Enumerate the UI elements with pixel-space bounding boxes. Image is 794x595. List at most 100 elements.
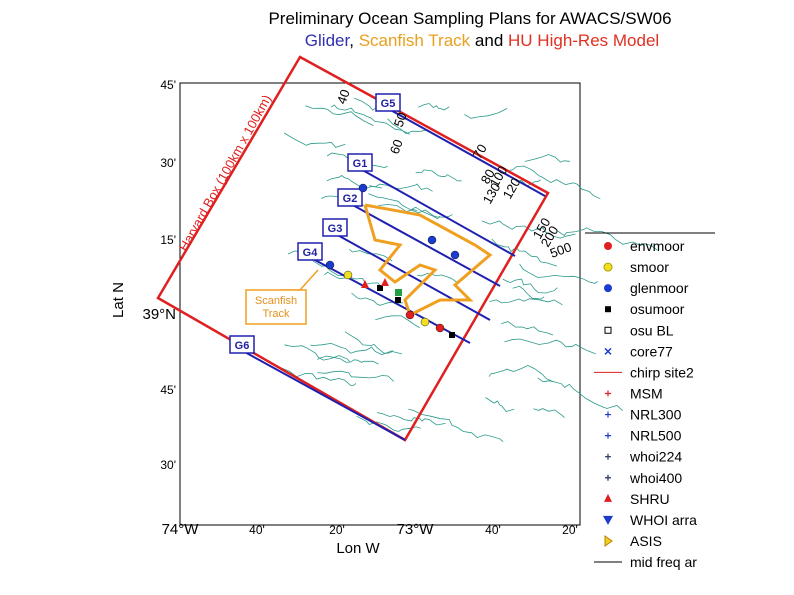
y-tick-label: 15' [160, 233, 176, 247]
overlay: Harvard Box (100km x 100km) G5 G1 G2 G3 G4 G6 S… [156, 55, 697, 570]
legend-symbol [603, 515, 613, 525]
contour [368, 183, 433, 192]
contour-label: 70 [470, 141, 490, 161]
subtitle-glider: Glider [305, 31, 351, 50]
x-tick-label: 40' [249, 523, 265, 537]
glider-label-box [297, 242, 323, 261]
contour [519, 263, 598, 284]
contour [417, 273, 457, 283]
contour [317, 355, 379, 365]
glider-label: G1 [353, 158, 368, 170]
scanfish-label: Scanfish [255, 295, 297, 307]
contour [509, 165, 601, 200]
glider-label: G6 [235, 340, 250, 352]
contour [502, 278, 558, 294]
glider-track [231, 344, 406, 441]
contour [344, 331, 402, 355]
contour [488, 364, 554, 383]
station [381, 278, 389, 286]
bathymetry-contours [280, 97, 658, 442]
station [405, 310, 415, 320]
legend-label: osumoor [630, 301, 685, 317]
scanfish-label-box [245, 289, 307, 325]
contour [377, 412, 446, 426]
legend-label: WHOI arra [630, 512, 697, 528]
contour [387, 118, 428, 135]
x-tick-label: 73°W [397, 521, 435, 538]
contour [537, 377, 623, 411]
legend-label: ASIS [630, 533, 662, 549]
contour-label: 50 [391, 110, 410, 129]
x-tick-label: 40' [485, 523, 501, 537]
station [361, 280, 369, 288]
legend-label: core77 [630, 343, 673, 359]
contour [310, 342, 393, 356]
station [435, 323, 445, 333]
legend-label: SHRU [630, 491, 670, 507]
contour [491, 238, 558, 267]
legend-symbol [605, 432, 611, 439]
glider-label-box [322, 218, 348, 237]
contour [283, 132, 346, 148]
legend-symbol [604, 347, 612, 355]
contour [378, 204, 418, 213]
glider-label-box [375, 93, 401, 112]
contour [512, 285, 545, 300]
contour [349, 249, 393, 262]
subtitle-scanfish: Scanfish Track [359, 31, 471, 50]
legend-symbol [604, 242, 612, 250]
contour [481, 220, 576, 239]
legend-symbol [605, 411, 611, 418]
x-tick-label: 20' [562, 523, 578, 537]
contour [504, 338, 596, 355]
subtitle: Glider, Scanfish Track and HU High-Res M… [305, 31, 659, 50]
contour [524, 154, 570, 163]
glider-label-box [347, 153, 373, 172]
station [449, 332, 455, 338]
x-tick-label: 74°W [162, 521, 200, 538]
x-axis-label: Lon W [336, 540, 380, 557]
legend-label: osu BL [630, 322, 674, 338]
glider-label-box [229, 335, 255, 354]
plot-frame [179, 82, 581, 526]
legend-label: glenmoor [630, 280, 689, 296]
contour-label: 80 [478, 166, 498, 186]
legend-label: chirp site2 [630, 364, 694, 380]
contour [418, 103, 450, 111]
harvard-box [156, 55, 550, 442]
station [343, 270, 353, 280]
legend-label: NRL500 [630, 428, 682, 444]
contour [284, 344, 350, 362]
station [325, 260, 335, 270]
contour [489, 298, 563, 306]
legend-symbol [605, 453, 611, 460]
y-axis-label: Lat N [110, 282, 127, 318]
station [450, 250, 460, 260]
legend-label: smoor [630, 259, 669, 275]
subtitle-sep: and [475, 31, 503, 50]
contour-label: 500 [548, 239, 574, 261]
scanfish-pointer [280, 269, 319, 291]
scanfish-track [363, 203, 493, 318]
contour [501, 321, 554, 336]
y-tick-label: 30' [160, 458, 176, 472]
title: Preliminary Ocean Sampling Plans for AWA… [268, 9, 671, 28]
legend-label: NRL300 [630, 407, 682, 423]
x-tick-label: 20' [329, 523, 345, 537]
legend-symbol [604, 535, 613, 547]
glider-label: G4 [303, 247, 319, 259]
subtitle-sep: , [349, 31, 354, 50]
glider-label: G3 [328, 223, 343, 235]
contour [410, 206, 441, 220]
y-tick-label: 45' [160, 383, 176, 397]
legend-label: MSM [630, 385, 663, 401]
station [395, 297, 401, 303]
contour [415, 169, 462, 182]
contour [326, 175, 383, 189]
station [420, 317, 430, 327]
contour [317, 370, 394, 382]
glider-label-box [337, 188, 363, 207]
box-label: Harvard Box (100km x 100km) [176, 92, 275, 253]
contour [280, 367, 357, 386]
